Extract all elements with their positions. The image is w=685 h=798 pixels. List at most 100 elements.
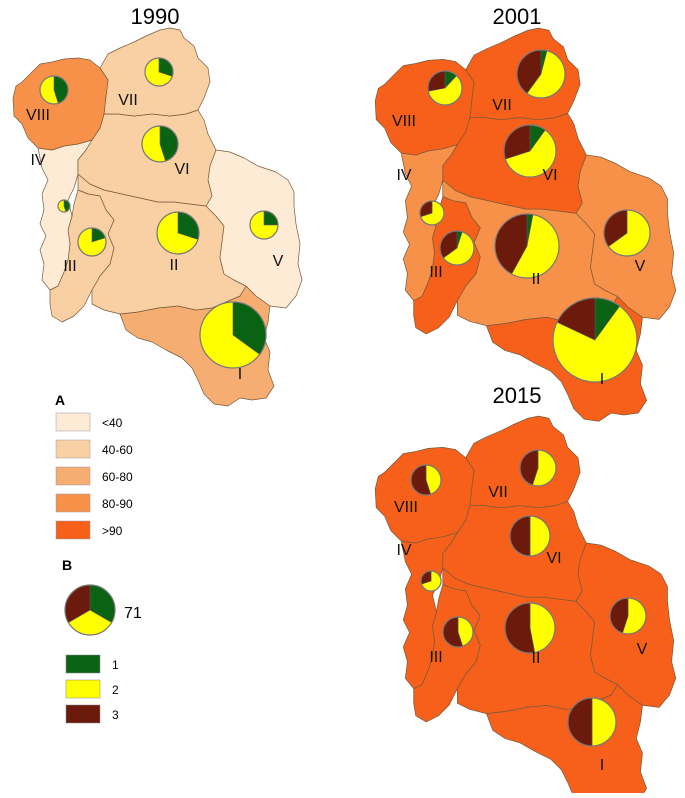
district-pie-vii (144, 57, 174, 87)
pie-outline (420, 570, 442, 592)
pie-outline (419, 200, 445, 226)
district-label: VII (118, 92, 138, 109)
pie-outline (503, 124, 557, 178)
legend-label: 80-90 (102, 497, 133, 511)
district-pie-viii (39, 75, 69, 105)
map-title: 2015 (493, 383, 542, 408)
legend-swatch (65, 704, 101, 724)
legend-swatch (55, 439, 91, 459)
legend-sample-value: 71 (124, 605, 142, 622)
pie-outline (567, 697, 617, 747)
district-label: VI (546, 550, 561, 567)
district-label: VIII (392, 113, 416, 130)
pie-outline (603, 209, 651, 257)
pie-outline (504, 602, 556, 654)
district-pie-iv (419, 200, 445, 226)
district-label: IV (396, 542, 411, 559)
district-label: IV (30, 152, 45, 169)
pie-outline (509, 515, 551, 557)
legend-swatch (65, 654, 101, 674)
legend-label: 3 (112, 708, 119, 722)
legend-b-title: B (62, 557, 72, 573)
pie-outline (494, 213, 560, 279)
legend-swatch (65, 679, 101, 699)
legend-label: 2 (112, 683, 119, 697)
legend-sample-pie-chart (64, 584, 116, 636)
district-pie-v (609, 597, 647, 635)
district-label: II (532, 650, 541, 667)
district-pie-ii (504, 602, 556, 654)
legend-a: A <40 40-60 60-80 80-90 >90 (55, 392, 133, 540)
district-pie-i (552, 297, 638, 383)
legend-a-title: A (55, 392, 65, 408)
district-viii (12, 57, 109, 151)
district-pie-vii (516, 49, 566, 99)
district-viii (374, 58, 475, 156)
legend-swatch (55, 520, 91, 540)
pie-outline (552, 297, 638, 383)
district-pie-iii (442, 616, 474, 648)
district-label: VIII (26, 107, 50, 124)
pie-outline (516, 49, 566, 99)
district-pie-v (249, 210, 279, 240)
pie-outline (144, 57, 174, 87)
district-pie-vii (519, 449, 557, 487)
pie-outline (39, 75, 69, 105)
legend-label: 40-60 (102, 443, 133, 457)
district-label: VIII (394, 499, 418, 516)
legend-swatch (55, 412, 91, 432)
district-label: VI (174, 161, 189, 178)
district-pie-ii (494, 213, 560, 279)
pie-outline (77, 227, 107, 257)
pie-outline (249, 210, 279, 240)
district-label: II (532, 271, 541, 288)
pie-outline (156, 211, 200, 255)
district-label: VII (492, 97, 512, 114)
district-pie-iii (439, 230, 475, 266)
district-pie-iv (57, 199, 71, 213)
legend-sample-pie (64, 584, 116, 636)
district-label: III (429, 264, 442, 281)
district-pie-v (603, 209, 651, 257)
legend-b: B 71 1 2 3 (62, 557, 142, 724)
district-label: III (63, 258, 76, 275)
legend-swatch (55, 466, 91, 486)
district-label: V (635, 258, 646, 275)
district-label: VII (488, 484, 508, 501)
district-pie-vi (509, 515, 551, 557)
pie-outline (64, 584, 116, 636)
district-pie-vi (141, 125, 179, 163)
district-pie-i (199, 301, 267, 369)
pie-outline (439, 230, 475, 266)
district-pie-ii (156, 211, 200, 255)
district-pie-viii (427, 70, 463, 106)
legend-label: <40 (102, 416, 123, 430)
pie-outline (609, 597, 647, 635)
district-label: V (273, 253, 284, 270)
legend-swatch (55, 493, 91, 513)
district-label: IV (396, 167, 411, 184)
district-pie-iv (420, 570, 442, 592)
district-label: V (637, 641, 648, 658)
district-label: II (170, 257, 179, 274)
pie-outline (57, 199, 71, 213)
district-pie-viii (410, 464, 442, 496)
pie-outline (427, 70, 463, 106)
district-label: I (600, 371, 604, 388)
district-pie-iii (77, 227, 107, 257)
district-label: VI (542, 167, 557, 184)
district-label: I (238, 366, 242, 383)
pie-outline (519, 449, 557, 487)
map-title: 2001 (493, 4, 542, 29)
pie-outline (442, 616, 474, 648)
legend-label: 1 (112, 658, 119, 672)
map-title: 1990 (131, 4, 180, 29)
district-label: I (600, 757, 604, 774)
district-label: III (429, 649, 442, 666)
district-pie-vi (503, 124, 557, 178)
legend-label: >90 (102, 524, 123, 538)
